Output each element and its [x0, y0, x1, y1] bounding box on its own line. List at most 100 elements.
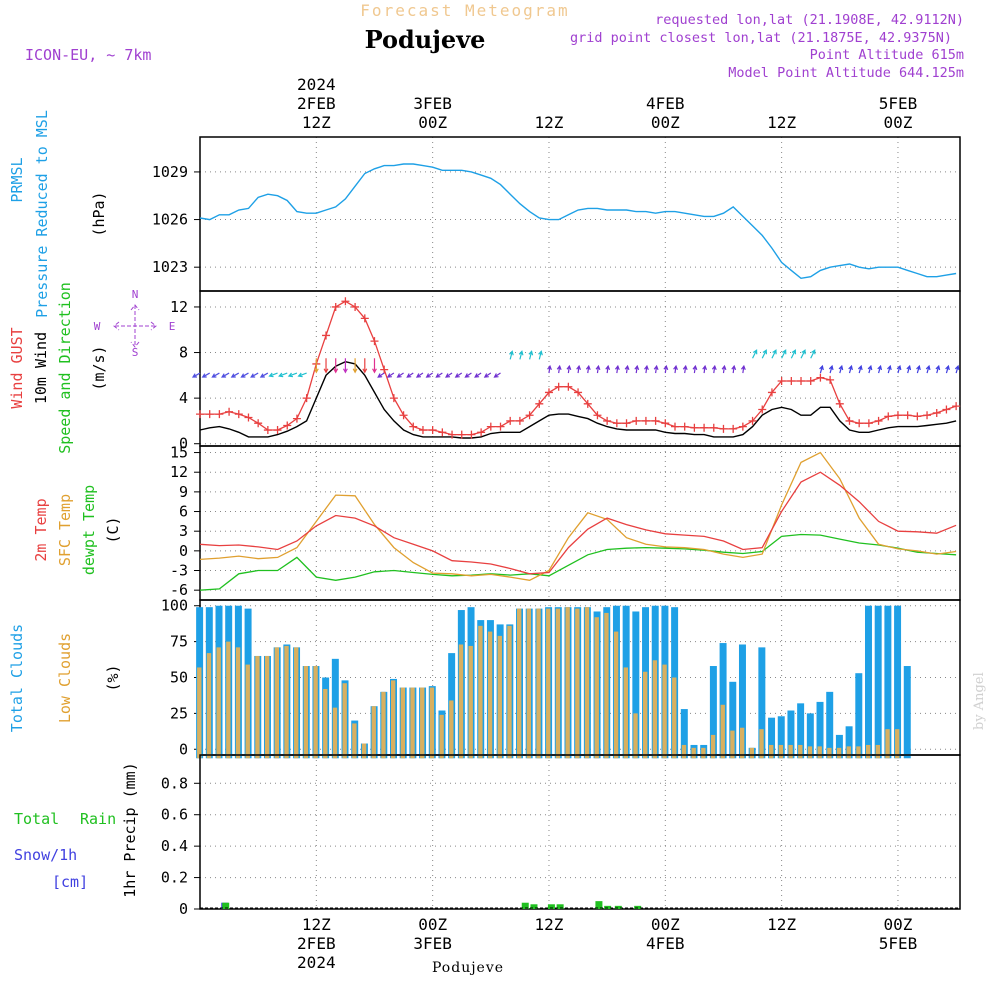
wind-direction-arrow [454, 372, 463, 378]
wind-direction-arrow [425, 372, 433, 378]
gust-marker [564, 382, 573, 391]
gust-marker [884, 412, 893, 421]
wind-direction-arrow [259, 372, 269, 378]
y-tick-label: 1029 [152, 163, 188, 181]
y-tick-label: 0 [179, 435, 188, 453]
total-clouds-bar [632, 611, 640, 759]
gust-marker [923, 411, 932, 420]
wind-direction-arrow [406, 372, 414, 378]
wind-direction-arrow [925, 364, 931, 374]
low-clouds-bar [575, 608, 580, 759]
wind-direction-arrow [838, 364, 844, 374]
y-tick-label: 100 [161, 597, 188, 615]
precip-frame [199, 754, 961, 910]
low-clouds-bar [778, 744, 784, 759]
low-clouds-bar [701, 747, 706, 759]
wind-direction-arrow [673, 364, 678, 374]
low-clouds-bar [613, 631, 619, 759]
low-clouds-bar [497, 635, 502, 759]
bottom-axis-line1: 12Z [535, 915, 564, 934]
bottom-axis-line2: 4FEB [646, 934, 685, 953]
gust-marker [292, 414, 301, 423]
wind-direction-arrow [464, 372, 472, 378]
wind-direction-arrow [396, 372, 404, 378]
gust-marker [738, 422, 747, 431]
precip-panel: 0 0.2 0.4 0.6 0.8 [161, 754, 961, 918]
low-clouds-bar [216, 647, 221, 759]
wind-direction-arrow [220, 372, 230, 378]
wind-direction-arrow [790, 349, 797, 359]
temp-unit-label: (C) [104, 516, 122, 543]
wind-direction-arrow [415, 372, 424, 378]
precip-unit-label: 1hr Precip (mm) [121, 762, 139, 897]
low-clouds-bar [361, 743, 367, 759]
low-clouds-bar [410, 687, 415, 759]
total-clouds-bar [719, 643, 727, 759]
gust-marker [700, 423, 709, 432]
gust-marker [399, 411, 408, 420]
gust-marker [632, 416, 641, 425]
low-clouds-bar [584, 607, 590, 759]
total-clouds-bar [826, 691, 834, 759]
wind-direction-arrow [528, 350, 534, 360]
wind-direction-arrow [614, 364, 620, 374]
wind-direction-arrow [906, 364, 912, 374]
low-clouds-bar [710, 734, 716, 759]
bottom-axis-line1: 00Z [884, 915, 913, 934]
gust-marker [389, 394, 398, 403]
low-clouds-bar [798, 744, 803, 759]
wind-direction-arrow [211, 372, 220, 378]
gust-marker [913, 412, 922, 421]
gust-marker [767, 388, 776, 397]
total-clouds-bar [738, 644, 746, 759]
rain-bar [604, 905, 612, 909]
low-clouds-bar [478, 625, 483, 759]
gust-marker [486, 422, 495, 431]
top-axis-line3: 12Z [302, 113, 331, 132]
wind-direction-arrow [493, 372, 501, 378]
top-axis-line3: 12Z [535, 113, 564, 132]
wind-direction-arrow [362, 358, 368, 374]
gust-marker [797, 377, 806, 386]
wind-direction-arrow [857, 364, 863, 374]
wind-direction-arrow [740, 364, 746, 374]
gust-marker [893, 411, 902, 420]
gust-marker [331, 302, 340, 311]
model-altitude: Model Point Altitude 644.125m [728, 65, 964, 81]
gust-marker [360, 314, 369, 323]
wind-direction-arrow [268, 372, 278, 378]
low-clouds-bar [739, 727, 745, 759]
point-altitude: Point Altitude 615m [810, 47, 964, 63]
wind-direction-arrow [191, 372, 201, 378]
gust-marker [641, 416, 650, 425]
gust-marker [806, 377, 815, 386]
gust-marker [544, 388, 553, 397]
low-clouds-bar [206, 653, 212, 759]
gust-marker [263, 426, 272, 435]
wind-10m-label: 10m Wind [32, 332, 50, 404]
gust-marker [622, 419, 631, 428]
wind-direction-arrow [721, 364, 727, 374]
clouds-panel: 0 25 50 75 100 [161, 597, 961, 759]
gust-marker [855, 419, 864, 428]
wind-direction-arrow [828, 364, 834, 374]
wind-direction-arrow [297, 372, 307, 378]
gust-marker [864, 419, 873, 428]
wind-direction-arrow [887, 364, 892, 374]
low-clouds-bar [323, 688, 328, 759]
wind-direction-arrow [916, 364, 921, 374]
wind-direction-arrow [877, 364, 883, 374]
low-clouds-bar [255, 655, 260, 759]
total-clouds-label: Total Clouds [8, 624, 26, 732]
wind-panel: 0 4 8 12 [170, 290, 961, 453]
pressure-label-1: PRMSL [8, 157, 26, 202]
low-clouds-bar [662, 664, 667, 759]
compass-w: W [94, 320, 101, 333]
wind-direction-arrow [595, 364, 601, 374]
gust-marker [457, 430, 466, 439]
gust-marker [380, 365, 389, 374]
low-clouds-bar [856, 746, 861, 759]
low-clouds-bar [516, 608, 522, 759]
y-tick-label: 1026 [152, 211, 188, 229]
